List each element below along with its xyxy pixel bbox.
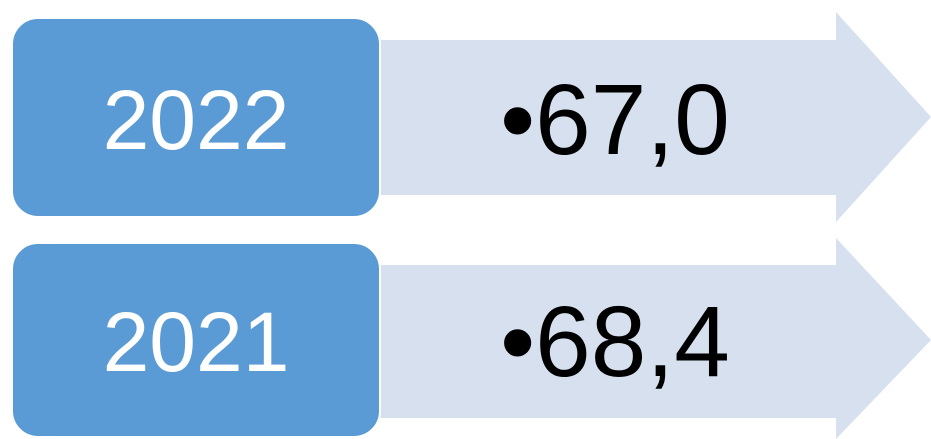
year-box — [11, 242, 381, 438]
row: 2022 •67,0 — [11, 12, 931, 222]
row: 2021 •68,4 — [11, 238, 931, 439]
value-label: •68,4 — [500, 286, 730, 398]
year-label: 2022 — [103, 73, 290, 167]
year-label: 2021 — [103, 295, 290, 389]
value-label: •67,0 — [500, 64, 730, 176]
arrow — [372, 238, 931, 439]
arrow — [372, 12, 931, 222]
year-box — [11, 17, 381, 218]
